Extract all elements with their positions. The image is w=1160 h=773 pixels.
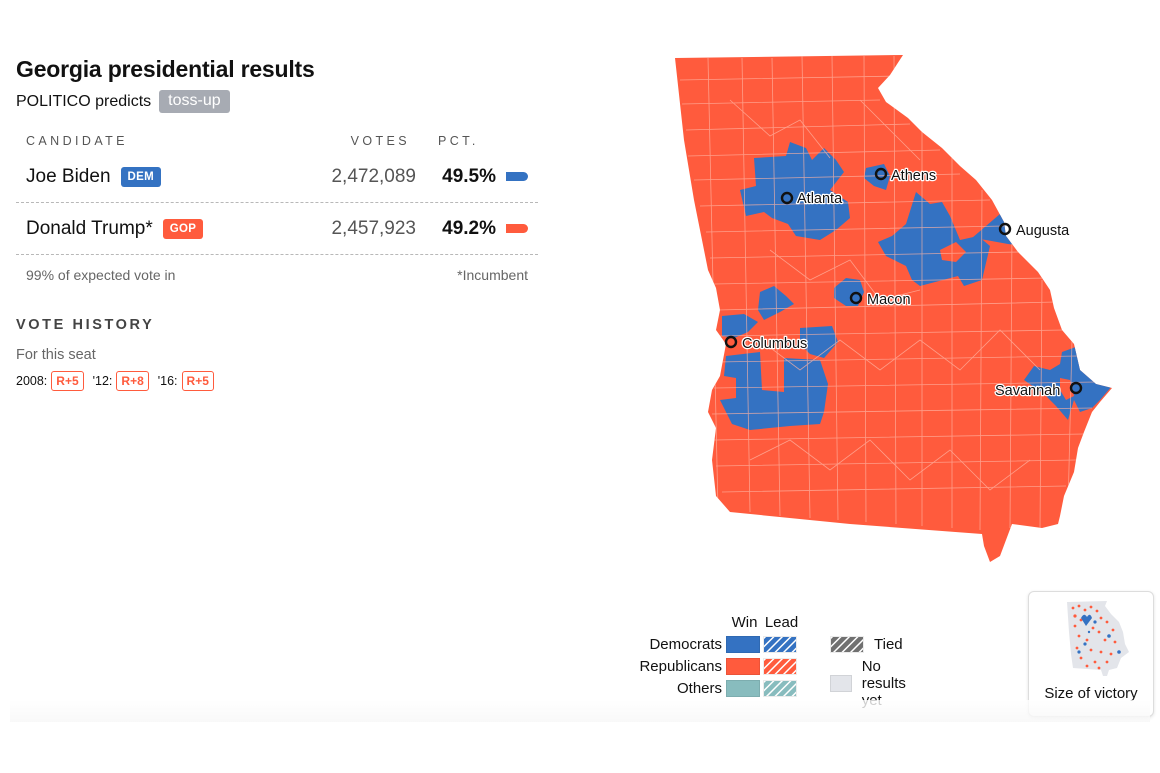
column-votes: VOTES	[350, 134, 410, 148]
city-marker-icon	[780, 191, 794, 205]
candidate-pct: 49.5%	[442, 165, 496, 187]
size-of-victory-button[interactable]: Size of victory	[1028, 591, 1154, 717]
candidate-row: Joe Biden DEM 2,472,089 49.5%	[16, 151, 538, 203]
candidate-votes: 2,457,923	[331, 217, 416, 239]
vote-history-item: '16: R+5	[158, 371, 214, 391]
city-marker-icon	[724, 335, 738, 349]
bottom-fade	[10, 700, 1150, 722]
vote-history-item: '12: R+8	[93, 371, 149, 391]
candidate-pct: 49.2%	[442, 217, 496, 239]
party-badge-dem: DEM	[120, 166, 161, 187]
city-markers: Atlanta Athens Augusta Macon Columbus Sa…	[724, 167, 1083, 400]
vote-history-year: '16:	[157, 374, 178, 388]
candidate-row: Donald Trump* GOP 2,457,923 49.2%	[16, 203, 538, 255]
candidate-name: Donald Trump*	[26, 217, 153, 239]
city-atlanta[interactable]: Atlanta	[780, 190, 844, 208]
city-label: Columbus	[742, 336, 807, 352]
pct-bar-dem	[506, 172, 528, 181]
city-marker-icon	[849, 291, 863, 305]
legend-swatch-lead	[763, 658, 797, 675]
legend-swatch-lead	[763, 680, 797, 697]
city-label: Augusta	[1016, 223, 1070, 239]
vote-history-list: 2008: R+5 '12: R+8 '16: R+5	[16, 371, 538, 391]
pct-bar-gop	[506, 224, 528, 233]
county-dem-east-central-2	[940, 242, 966, 262]
legend-row-republicans: Republicans	[630, 658, 800, 675]
county-dem-columbus[interactable]	[722, 314, 758, 338]
county-dem-macon[interactable]	[834, 278, 864, 306]
margin-badge: R+8	[116, 371, 149, 391]
city-label: Atlanta	[797, 191, 843, 207]
results-panel: Georgia presidential results POLITICO pr…	[16, 54, 538, 391]
reporting-status: 99% of expected vote in	[26, 267, 176, 283]
legend-swatch-win	[726, 636, 760, 653]
legend-win-label: Win	[731, 614, 758, 631]
legend-row-others: Others	[630, 680, 800, 697]
candidate-name: Joe Biden	[26, 165, 111, 187]
table-header: CANDIDATE VOTES PCT.	[16, 131, 538, 151]
legend-row-tied: Tied	[830, 636, 903, 653]
page-title: Georgia presidential results	[16, 56, 315, 82]
legend-swatch-win	[726, 658, 760, 675]
county-dem-atlanta[interactable]	[740, 142, 850, 240]
prediction-line: POLITICO predicts toss-up	[16, 90, 538, 113]
column-candidate: CANDIDATE	[26, 134, 128, 148]
city-macon[interactable]: Macon	[849, 291, 912, 309]
vote-history-item: 2008: R+5	[16, 371, 84, 391]
legend-lead-label: Lead	[764, 614, 799, 631]
vote-history-year: '12:	[92, 374, 113, 388]
city-marker-icon	[1069, 381, 1083, 395]
party-badge-gop: GOP	[162, 218, 204, 239]
legend-swatch-win	[726, 680, 760, 697]
city-athens[interactable]: Athens	[874, 167, 937, 185]
georgia-county-map[interactable]: Atlanta Athens Augusta Macon Columbus Sa…	[660, 40, 1140, 580]
incumbent-note: *Incumbent	[457, 267, 528, 283]
city-label: Athens	[891, 168, 936, 184]
city-savannah[interactable]: Savannah	[994, 381, 1083, 400]
legend-swatch-lead	[763, 636, 797, 653]
size-of-victory-label: Size of victory	[1044, 685, 1138, 702]
predicts-label: POLITICO predicts	[16, 92, 152, 110]
city-columbus[interactable]: Columbus	[724, 335, 809, 353]
city-label: Macon	[867, 292, 911, 308]
margin-badge: R+5	[51, 371, 84, 391]
column-pct: PCT.	[438, 134, 479, 148]
legend-row-democrats: Democrats	[630, 636, 800, 653]
legend-label: Others	[676, 680, 722, 697]
city-augusta[interactable]: Augusta	[998, 222, 1071, 240]
vote-history-title: VOTE HISTORY	[16, 317, 155, 333]
legend-tied-label: Tied	[874, 636, 903, 653]
legend-swatch-tied	[830, 636, 864, 653]
county-dem-east-central[interactable]	[878, 192, 990, 286]
city-marker-icon	[998, 222, 1012, 236]
vote-history-year: 2008:	[16, 374, 48, 388]
legend-swatch-no-results	[830, 675, 852, 692]
size-of-victory-thumbnail-icon	[1067, 601, 1129, 676]
margin-badge: R+5	[181, 371, 214, 391]
city-marker-icon	[874, 167, 888, 181]
county-dem-southwest[interactable]	[720, 352, 828, 430]
legend-label: Democrats	[649, 636, 722, 653]
rating-badge: toss-up	[159, 90, 230, 113]
county-borders	[679, 55, 1097, 531]
legend-header: Win Lead	[726, 614, 836, 631]
candidate-votes: 2,472,089	[331, 165, 416, 187]
vote-history-subtitle: For this seat	[16, 347, 96, 363]
table-footer: 99% of expected vote in *Incumbent	[16, 255, 538, 283]
city-label: Savannah	[995, 383, 1060, 399]
legend-label: Republicans	[639, 658, 722, 675]
